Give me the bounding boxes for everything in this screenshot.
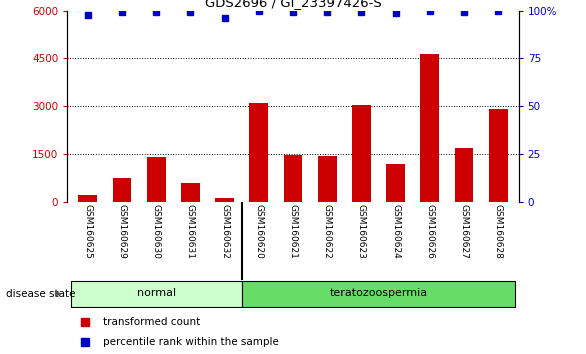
- Bar: [181, 183, 200, 202]
- Bar: [352, 105, 371, 202]
- Text: GSM160629: GSM160629: [118, 204, 127, 259]
- Text: GSM160622: GSM160622: [323, 204, 332, 259]
- Text: GSM160630: GSM160630: [152, 204, 161, 259]
- Text: percentile rank within the sample: percentile rank within the sample: [104, 337, 280, 348]
- Text: GSM160627: GSM160627: [459, 204, 468, 259]
- Text: GSM160620: GSM160620: [254, 204, 263, 259]
- Text: GSM160623: GSM160623: [357, 204, 366, 259]
- Text: transformed count: transformed count: [104, 317, 201, 327]
- Text: GSM160625: GSM160625: [83, 204, 93, 259]
- Title: GDS2696 / GI_23397426-S: GDS2696 / GI_23397426-S: [205, 0, 381, 10]
- Bar: [147, 157, 166, 202]
- Text: GSM160632: GSM160632: [220, 204, 229, 259]
- Bar: [250, 103, 268, 202]
- Text: teratozoospermia: teratozoospermia: [329, 288, 428, 298]
- Bar: [318, 156, 336, 202]
- Text: GSM160624: GSM160624: [391, 204, 400, 259]
- Bar: [215, 198, 234, 202]
- Text: GSM160628: GSM160628: [493, 204, 503, 259]
- Text: GSM160621: GSM160621: [288, 204, 298, 259]
- Text: disease state: disease state: [6, 289, 76, 299]
- Text: GSM160626: GSM160626: [425, 204, 434, 259]
- Bar: [284, 155, 302, 202]
- Bar: [455, 148, 473, 202]
- Bar: [386, 164, 405, 202]
- Bar: [71, 281, 242, 307]
- Text: GSM160631: GSM160631: [186, 204, 195, 259]
- Bar: [242, 281, 515, 307]
- Bar: [489, 109, 507, 202]
- Bar: [113, 178, 131, 202]
- Bar: [79, 195, 97, 202]
- Bar: [420, 53, 439, 202]
- Text: normal: normal: [137, 288, 176, 298]
